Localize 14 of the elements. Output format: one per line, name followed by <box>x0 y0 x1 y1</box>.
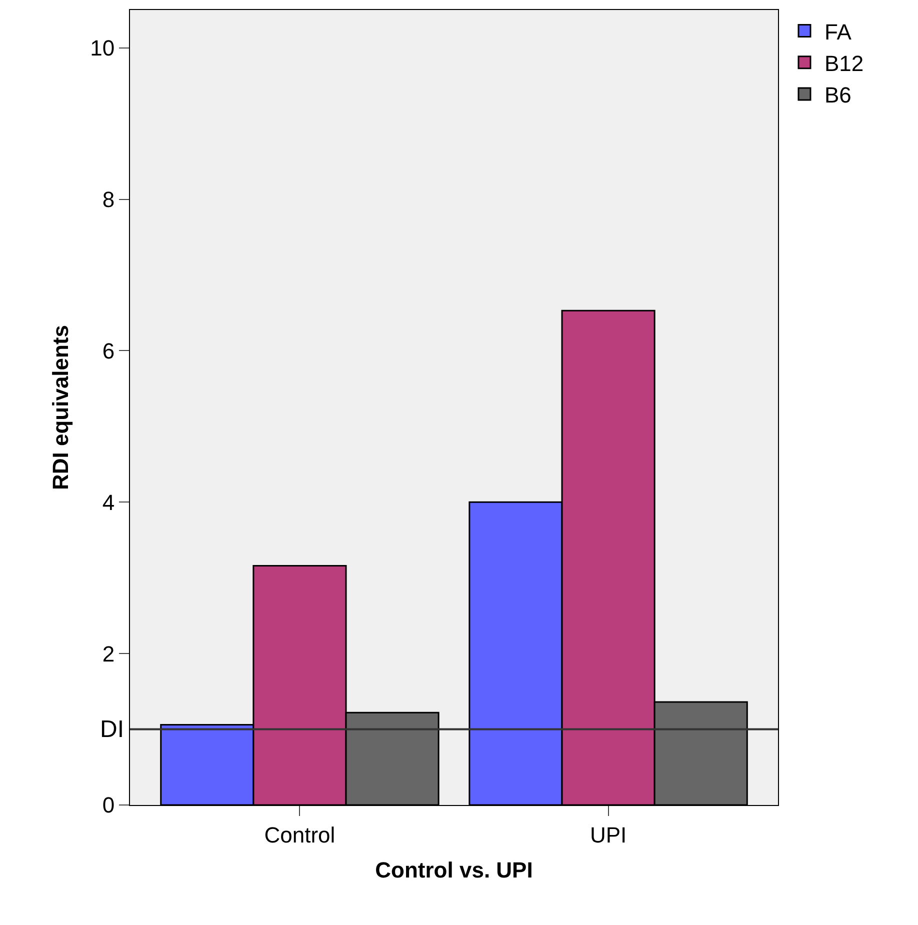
y-tick-label: 6 <box>102 338 115 364</box>
y-tick-label: 8 <box>102 186 115 212</box>
y-tick-label: 4 <box>102 490 115 515</box>
ref-line-label: DI <box>100 716 124 743</box>
legend-label: B12 <box>824 50 864 76</box>
legend-label: FA <box>824 19 852 44</box>
y-tick-label: 10 <box>90 36 115 61</box>
x-axis-title: Control vs. UPI <box>375 857 533 882</box>
legend-label: B6 <box>824 82 852 108</box>
x-tick-label: UPI <box>590 822 627 848</box>
y-tick-label: 2 <box>102 641 115 666</box>
y-tick-label: 0 <box>102 792 115 818</box>
y-axis-title: RDI equivalents <box>48 324 73 490</box>
x-tick-label: Control <box>264 822 336 848</box>
